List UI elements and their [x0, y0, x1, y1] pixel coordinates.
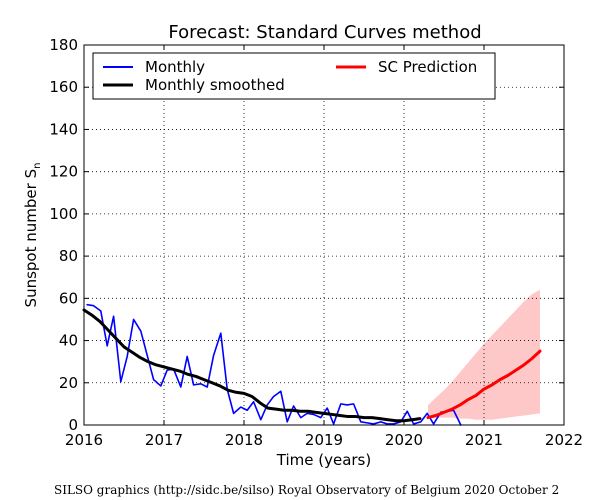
series-layer: [82, 303, 542, 426]
legend-label-prediction: SC Prediction: [378, 58, 477, 76]
prediction-confidence-band: [428, 289, 540, 420]
x-tick-label: 2016: [65, 431, 103, 449]
x-tick-label: 2018: [225, 431, 263, 449]
chart-title: Forecast: Standard Curves method: [168, 22, 481, 43]
y-tick-label: 80: [59, 247, 78, 265]
y-tick-label: 100: [49, 205, 78, 223]
x-tick-label: 2020: [385, 431, 423, 449]
legend-label-smoothed: Monthly smoothed: [145, 76, 285, 94]
y-tick-label: 40: [59, 332, 78, 350]
series-line-monthly-smoothed: [82, 308, 422, 423]
series-line-sc-prediction: [426, 349, 542, 420]
x-tick-label: 2017: [145, 431, 183, 449]
y-tick-label: 160: [49, 78, 78, 96]
y-axis-title-subscript: n: [32, 163, 43, 169]
y-axis-title-main: Sunspot number S: [22, 169, 40, 308]
y-tick-label: 180: [49, 36, 78, 54]
footer-credit: SILSO graphics (http://sidc.be/silso) Ro…: [54, 483, 559, 497]
series-line-monthly: [86, 303, 462, 426]
x-tick-label: 2022: [545, 431, 583, 449]
legend: Monthly Monthly smoothed SC Prediction: [92, 52, 496, 100]
y-tick-label: 0: [68, 416, 78, 434]
x-tick-layer: 2016 2017 2018 2019 2020 2021 2022: [65, 45, 583, 449]
y-tick-label: 120: [49, 163, 78, 181]
y-tick-layer: 0 20 40 60 80 100 120 140 160 180: [49, 36, 564, 434]
x-tick-label: 2019: [305, 431, 343, 449]
y-tick-label: 60: [59, 289, 78, 307]
prediction-band-layer: [428, 289, 540, 420]
y-tick-label: 20: [59, 374, 78, 392]
x-tick-label: 2021: [465, 431, 503, 449]
y-axis-title: Sunspot number Sn: [22, 163, 43, 308]
y-tick-label: 140: [49, 120, 78, 138]
legend-label-monthly: Monthly: [145, 58, 205, 76]
x-axis-title: Time (years): [276, 451, 371, 469]
legend-box: [92, 52, 496, 100]
